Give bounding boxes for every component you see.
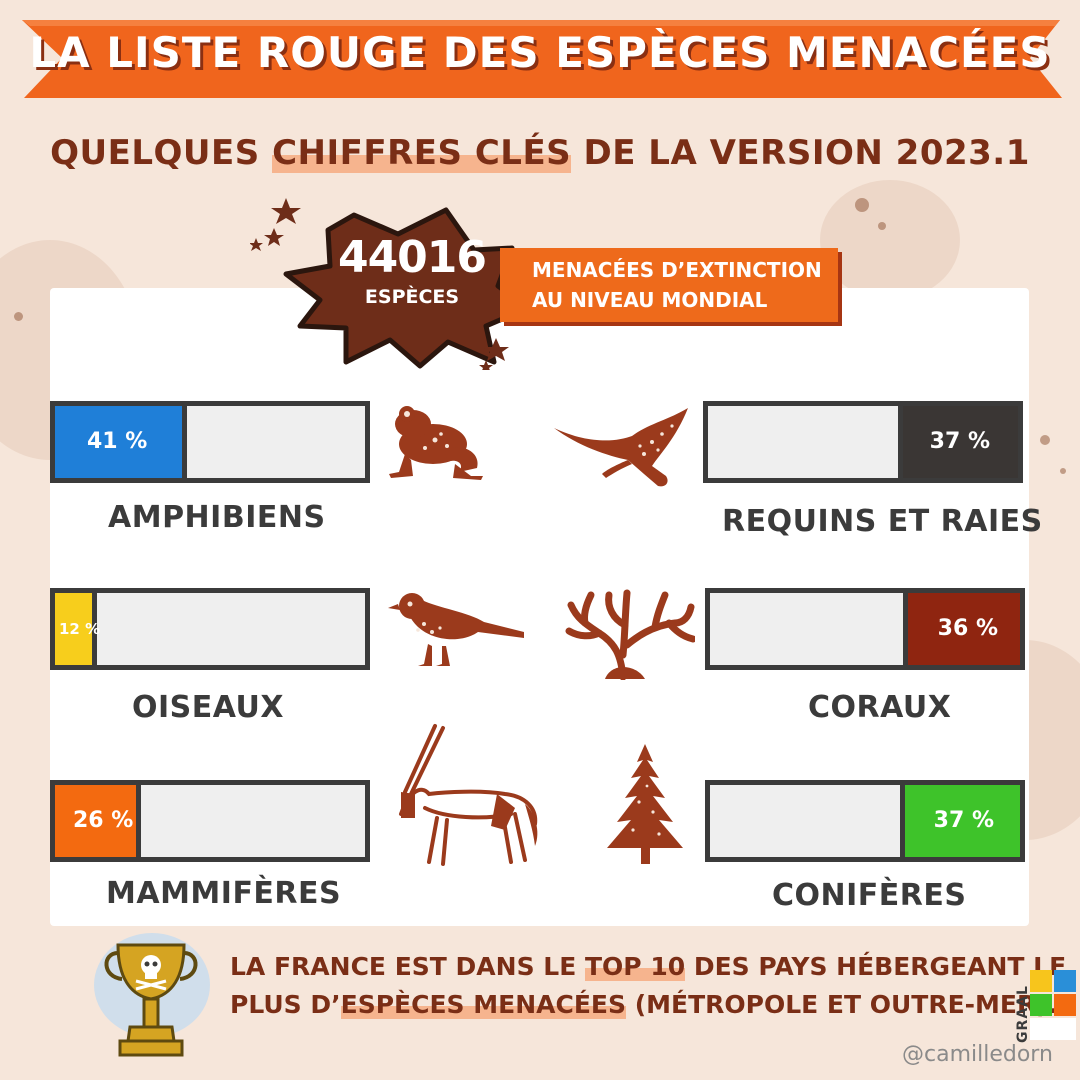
oiseaux-bar: 12 % <box>50 588 370 670</box>
amphibiens-bar: 41 % <box>50 401 370 483</box>
footer-text-end: (MÉTROPOLE ET OUTRE-MER)... <box>625 990 1077 1019</box>
background-spot <box>878 222 886 230</box>
starburst-badge <box>250 198 531 370</box>
title-banner <box>22 20 1062 98</box>
bird-icon <box>388 593 524 666</box>
coraux-percent: 36 % <box>937 616 998 641</box>
trophy-icon <box>94 933 210 1057</box>
requins-label: REQUINS ET RAIES <box>722 504 1043 539</box>
footer-line-2: PLUS D’ESPÈCES MENACÉES (MÉTROPOLE ET OU… <box>230 990 1076 1019</box>
coraux-bar-fill <box>903 593 1020 665</box>
mammiferes-percent: 26 % <box>73 808 134 833</box>
background-spot <box>1060 468 1066 474</box>
species-count: 44016 <box>337 232 487 283</box>
mammiferes-bar: 26 % <box>50 780 370 862</box>
footer-highlight-species: ESPÈCES MENACÉES <box>340 990 626 1019</box>
mammiferes-bar-fill <box>55 785 141 857</box>
footer-line-1: LA FRANCE EST DANS LE TOP 10 DES PAYS HÉ… <box>230 952 1066 981</box>
background-stain <box>820 180 960 300</box>
coraux-label: CORAUX <box>808 690 952 725</box>
conifer-icon <box>607 744 683 864</box>
coniferes-bar: 37 % <box>705 780 1025 862</box>
tag-line-2: AU NIVEAU MONDIAL <box>532 288 768 312</box>
requins-percent: 37 % <box>929 429 990 454</box>
threat-tag: MENACÉES D’EXTINCTION AU NIVEAU MONDIAL <box>500 248 838 322</box>
footer-text: LA FRANCE EST DANS LE <box>230 952 585 981</box>
background-spot <box>855 198 869 212</box>
oryx-icon <box>399 724 538 866</box>
amphibiens-bar-fill <box>55 406 187 478</box>
footer-text: PLUS D’ <box>230 990 341 1019</box>
oiseaux-bar-fill <box>55 593 97 665</box>
requins-bar: 37 % <box>703 401 1023 483</box>
graal-logo-text: GRAAL <box>1014 985 1031 1043</box>
subtitle-text: QUELQUES <box>50 133 273 173</box>
page-title: LA LISTE ROUGE DES ESPÈCES MENACÉES <box>29 28 1051 77</box>
footer-text-end: DES PAYS HÉBERGEANT LE <box>685 952 1067 981</box>
background-spot <box>14 312 23 321</box>
oiseaux-percent: 12 % <box>59 620 101 638</box>
subtitle-highlight: CHIFFRES CLÉS <box>272 133 572 173</box>
coraux-bar: 36 % <box>705 588 1025 670</box>
coral-icon <box>565 589 695 680</box>
oiseaux-label: OISEAUX <box>132 690 285 725</box>
subtitle: QUELQUES CHIFFRES CLÉS DE LA VERSION 202… <box>0 133 1080 173</box>
ray-icon <box>554 408 688 487</box>
requins-bar-fill <box>898 406 1018 478</box>
amphibiens-label: AMPHIBIENS <box>108 500 326 535</box>
author-credit: @camilledorn <box>902 1042 1053 1067</box>
mammiferes-label: MAMMIFÈRES <box>106 876 342 911</box>
skull-icon <box>135 955 167 991</box>
star-decoration <box>250 198 509 370</box>
coniferes-bar-fill <box>900 785 1020 857</box>
background-spot <box>1040 435 1050 445</box>
graal-logo <box>1030 970 1076 1040</box>
species-unit: ESPÈCES <box>364 286 460 308</box>
coniferes-percent: 37 % <box>933 808 994 833</box>
subtitle-text-end: DE LA VERSION 2023.1 <box>571 133 1030 173</box>
amphibiens-percent: 41 % <box>87 429 148 454</box>
footer-highlight-top10: TOP 10 <box>585 952 686 981</box>
tag-line-1: MENACÉES D’EXTINCTION <box>532 258 822 282</box>
frog-icon <box>389 406 483 480</box>
coniferes-label: CONIFÈRES <box>772 878 967 913</box>
